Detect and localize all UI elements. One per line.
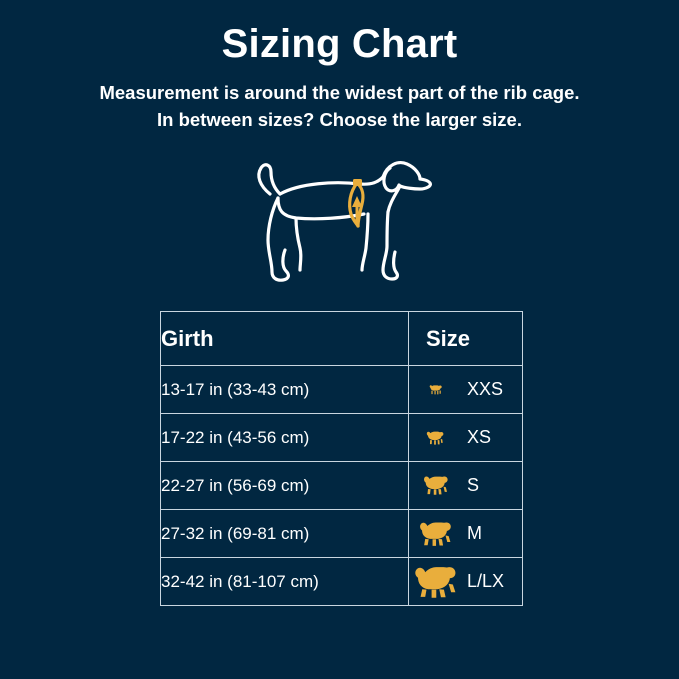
dog-outline-side-view (256, 160, 432, 282)
dog-silhouette-xxs-icon (409, 370, 461, 410)
subtitle: Measurement is around the widest part of… (0, 80, 679, 134)
size-label: M (467, 523, 482, 543)
size-label: XXS (467, 379, 504, 399)
subtitle-line-1: Measurement is around the widest part of… (99, 82, 580, 103)
girth-value: 13-17 in (33-43 cm) (160, 365, 409, 414)
size-label: XS (467, 427, 492, 447)
size-cell: XS (408, 413, 523, 462)
sizing-table: Girth Size 13-17 in (33-43 cm) XXS (160, 311, 523, 606)
up-arrow-icon (351, 195, 362, 223)
girth-value: 17-22 in (43-56 cm) (160, 413, 409, 462)
dog-silhouette-xs-icon (409, 418, 461, 458)
table-row: 17-22 in (43-56 cm) XS (160, 413, 523, 462)
column-header-girth: Girth (160, 311, 409, 366)
page-title: Sizing Chart (221, 22, 458, 66)
dog-silhouette-m-icon (409, 514, 461, 554)
table-header-row: Girth Size (160, 311, 523, 366)
subtitle-line-2: In between sizes? Choose the larger size… (157, 108, 522, 130)
dog-illustration (0, 150, 679, 298)
size-label: L/LX (467, 571, 505, 591)
girth-value: 32-42 in (81-107 cm) (160, 557, 409, 606)
size-cell: S (408, 461, 523, 510)
size-label: S (467, 475, 480, 495)
dog-silhouette-s-icon (409, 466, 461, 506)
girth-value: 22-27 in (56-69 cm) (160, 461, 409, 510)
table-row: 32-42 in (81-107 cm) L/LX (160, 557, 523, 606)
column-header-size: Size (408, 311, 523, 366)
size-cell: L/LX (408, 557, 523, 606)
table-row: 22-27 in (56-69 cm) S (160, 461, 523, 510)
size-cell: M (408, 509, 523, 558)
girth-value: 27-32 in (69-81 cm) (160, 509, 409, 558)
header: Sizing Chart Measurement is around the w… (0, 0, 679, 134)
table-row: 27-32 in (69-81 cm) M (160, 509, 523, 558)
size-cell: XXS (408, 365, 523, 414)
table-row: 13-17 in (33-43 cm) XXS (160, 365, 523, 414)
dog-silhouette-llx-icon (409, 562, 461, 602)
